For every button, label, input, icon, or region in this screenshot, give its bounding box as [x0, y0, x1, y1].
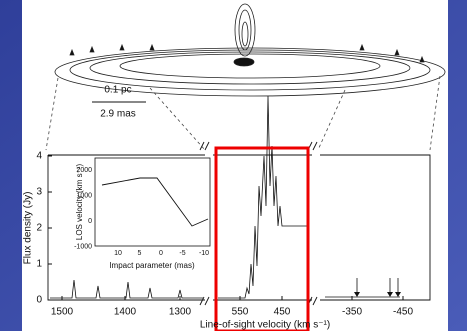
arrowheads: [354, 292, 401, 297]
x-tick-label: 1300: [169, 307, 192, 318]
inset-box: [94, 157, 211, 247]
x-tick-label: 550: [232, 307, 249, 318]
disk: [54, 3, 446, 97]
figure-area: [22, 0, 448, 331]
spectrum-trace: [50, 95, 400, 299]
inset-x-tick-label: -10: [199, 250, 209, 257]
x-tick-label: 450: [274, 307, 291, 318]
x-tick-label: -450: [393, 307, 413, 318]
y-label: Flux density (Jy): [23, 192, 34, 265]
inset-x-tick-label: 10: [114, 250, 122, 257]
y-tick-label: 1: [36, 259, 42, 270]
ticks: 0 1 2 3 4 1500 1400 1300 550 450 -350 -450 2000 1000 0…: [36, 151, 413, 318]
y-tick-label: 3: [36, 187, 42, 198]
x-tick-label: 1500: [51, 307, 74, 318]
x-label: Line-of-sight velocity (km s⁻¹): [200, 320, 330, 331]
inset-y-tick-label: 0: [88, 218, 92, 225]
inset-x-tick-label: -5: [179, 250, 185, 257]
inset-y-label: LOS velocity (km s⁻¹): [75, 164, 84, 241]
inset-y-tick-label: 1000: [76, 192, 92, 199]
scale-bottom: 2.9 mas: [100, 109, 136, 120]
inset-x-label: Impact parameter (mas): [109, 261, 195, 270]
panels: [47, 141, 431, 306]
inset-trace: [101, 177, 209, 227]
inset-y-tick-label: 2000: [76, 167, 92, 174]
y-tick-label: 2: [36, 223, 42, 234]
x-tick-label: 1400: [114, 307, 137, 318]
y-tick-label: 0: [36, 295, 42, 306]
inset-y-tick-label: -1000: [74, 243, 92, 250]
inset-x-tick-label: 5: [138, 250, 142, 257]
connectors: [45, 75, 441, 151]
inset-x-tick-label: 0: [159, 250, 163, 257]
y-tick-label: 4: [36, 151, 42, 162]
scale-top: 0.1 pc: [104, 85, 131, 96]
x-tick-label: -350: [342, 307, 362, 318]
